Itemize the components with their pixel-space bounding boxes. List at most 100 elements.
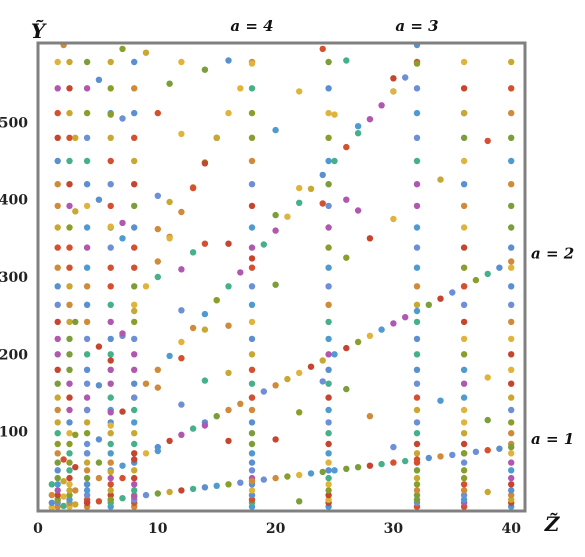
vertical-series-point (325, 481, 332, 488)
vertical-series-point (460, 380, 468, 387)
scatter-point (225, 322, 232, 329)
vertical-series-point (508, 474, 515, 482)
line-series-point (189, 485, 197, 493)
vertical-series-point (413, 394, 421, 401)
line-series-point (60, 456, 67, 463)
scatter-point (95, 343, 103, 350)
vertical-series-point (248, 181, 256, 188)
line-series-point (237, 479, 244, 486)
vertical-series-point (83, 467, 91, 474)
line-series-point (378, 460, 385, 468)
line-series-point (95, 382, 103, 389)
line-series-point (460, 283, 468, 290)
line-series-point (331, 157, 338, 165)
vertical-series-point (508, 134, 515, 141)
line-series-point (425, 301, 432, 308)
vertical-series-point (131, 450, 138, 457)
vertical-series-point (508, 406, 515, 414)
vertical-series-point (413, 481, 421, 488)
line-series-point (189, 324, 197, 332)
vertical-series-point (508, 394, 515, 401)
vertical-series-point (66, 380, 73, 387)
vertical-series-point (131, 487, 138, 494)
vertical-series-point (83, 134, 91, 141)
vertical-series-point (325, 430, 332, 437)
scatter-point (95, 76, 103, 84)
vertical-series-point (413, 430, 421, 437)
x-tick-label: 0 (33, 521, 43, 537)
scatter-point (225, 57, 232, 64)
line-series-point (60, 478, 67, 485)
vertical-series-point (54, 406, 61, 414)
line-series-point (413, 456, 421, 463)
vertical-series-point (325, 419, 332, 426)
line-series-point (343, 143, 350, 151)
scatter-point (119, 115, 126, 122)
y-tick-label: 100 (0, 425, 28, 441)
line-series-point (248, 394, 256, 401)
line-series-point (72, 464, 79, 471)
vertical-series-point (131, 283, 138, 290)
line-series-point (142, 491, 150, 499)
vertical-series-point (460, 301, 468, 308)
scatter-point (296, 88, 303, 95)
vertical-series-point (66, 467, 73, 474)
scatter-point (437, 176, 444, 183)
line-series-point (225, 481, 232, 488)
line-series-point (72, 431, 79, 438)
vertical-series-point (131, 335, 138, 343)
scatter-point (178, 266, 185, 273)
annotations: a = 4 a = 3 a = 2 a = 1 (230, 17, 574, 448)
line-series-point (142, 283, 150, 290)
line-series-point (166, 352, 173, 360)
vertical-series-point (413, 419, 421, 426)
scatter-point (72, 134, 79, 141)
vertical-series-point (460, 157, 468, 165)
vertical-series-point (54, 85, 61, 92)
line-series-point (378, 326, 385, 333)
vertical-series-point (248, 85, 256, 92)
vertical-series-point (460, 496, 468, 503)
vertical-series-point (508, 459, 515, 466)
vertical-series-point (460, 459, 468, 466)
line-series-point (48, 491, 55, 499)
vertical-series-point (54, 58, 61, 66)
vertical-series-point (325, 301, 332, 308)
line-series-point (189, 425, 197, 432)
line-series-point (201, 310, 209, 318)
vertical-series-point (66, 419, 73, 426)
line-series-point (166, 488, 173, 496)
plot-frame (36, 41, 527, 513)
vertical-series-point (131, 244, 138, 251)
vertical-series-point (325, 134, 332, 141)
vertical-series-point (508, 224, 515, 231)
line-series-point (83, 481, 91, 488)
line-series-point (83, 406, 91, 414)
line-series-point (319, 468, 326, 476)
scatter-point (107, 111, 114, 118)
vertical-series-point (508, 419, 515, 426)
scatter-point (72, 318, 79, 326)
scatter-point (225, 437, 232, 445)
vertical-series-point (131, 351, 138, 358)
line-series-point (366, 332, 374, 339)
scatter-point (107, 409, 114, 416)
vertical-series-point (248, 351, 256, 358)
vertical-series-point (66, 109, 73, 117)
vertical-series-point (54, 301, 61, 308)
vertical-series-point (66, 394, 73, 401)
scatter-point (201, 66, 209, 73)
vertical-series-point (54, 467, 61, 474)
vertical-series-point (508, 109, 515, 117)
vertical-series-point (413, 202, 421, 210)
vertical-series-point (107, 474, 114, 482)
vertical-series-point (54, 134, 61, 141)
vertical-series-point (325, 450, 332, 457)
y-tick-label: 200 (0, 347, 28, 363)
scatter-point (201, 326, 209, 333)
x-tick-label: 30 (384, 521, 404, 537)
vertical-series-point (131, 224, 138, 231)
vertical-series-point (107, 157, 114, 165)
vertical-series-point (54, 496, 61, 503)
